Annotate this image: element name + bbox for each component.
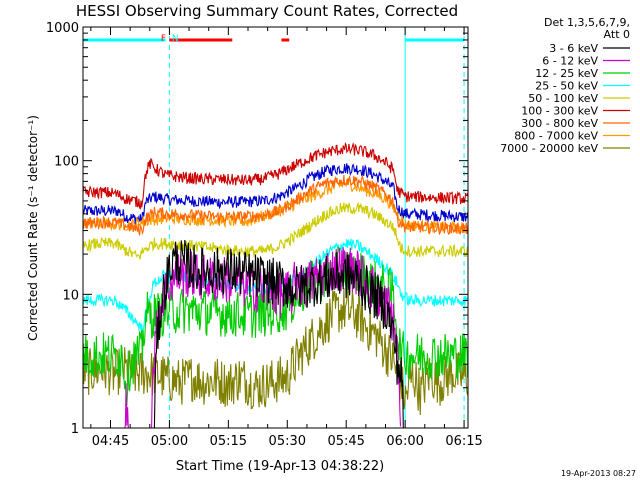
legend-25-50-kev-label: 25 - 50 keV — [535, 80, 598, 93]
x-axis-label: Start Time (19-Apr-13 04:38:22) — [176, 459, 384, 474]
legend-800-7000-kev-label: 800 - 7000 keV — [514, 130, 598, 143]
legend-7000-20000-kev-label: 7000 - 20000 keV — [500, 142, 598, 155]
plot-frame — [82, 26, 469, 429]
series-100-300-kev-line — [82, 141, 469, 210]
timestamp: 19-Apr-2013 08:27 — [561, 469, 636, 478]
y-tick-label-1000: 1000 — [46, 21, 79, 36]
legend-header-line-2: Att 0 — [604, 28, 630, 41]
x-tick-label-06:15: 06:15 — [445, 434, 482, 449]
y-axis-label: Corrected Count Rate (s⁻¹ detector⁻¹) — [26, 115, 40, 341]
series-300-800-kev-line — [82, 174, 469, 236]
y-tick-label-1: 1 — [71, 422, 79, 437]
series-50-100-kev-line — [82, 201, 469, 260]
legend-6-12-kev-label: 6 - 12 keV — [542, 55, 598, 68]
chart-title: HESSI Observing Summary Count Rates, Cor… — [76, 2, 458, 20]
legend-3-6-kev-label: 3 - 6 keV — [549, 42, 598, 55]
axes: 1 10 100 1000 04:45 05:00 05:15 05:30 05:45 06:00… — [46, 21, 483, 449]
legend-header-line-1: Det 1,3,5,6,7,9, — [544, 16, 630, 29]
data-series — [82, 141, 469, 429]
x-tick-label-05:45: 05:45 — [327, 434, 364, 449]
y-tick-label-10: 10 — [62, 288, 79, 303]
legend-50-100-kev-label: 50 - 100 keV — [528, 92, 598, 105]
x-tick-label-05:30: 05:30 — [269, 434, 306, 449]
legend-12-25-kev-label: 12 - 25 keV — [535, 67, 598, 80]
x-tick-label-06:00: 06:00 — [386, 434, 423, 449]
series-7000-20000-kev-line — [82, 288, 469, 416]
x-tick-label-05:00: 05:00 — [151, 434, 188, 449]
legend-300-800-kev-label: 300 - 800 keV — [521, 117, 598, 130]
y-tick-label-100: 100 — [54, 155, 79, 170]
legend-100-300-kev-label: 100 - 300 keV — [521, 105, 598, 118]
x-tick-label-05:15: 05:15 — [210, 434, 247, 449]
x-tick-label-04:45: 04:45 — [92, 434, 129, 449]
flag-marker-F: F — [161, 34, 166, 44]
series-blue-line — [82, 163, 469, 225]
series-3-6-kev-line — [153, 239, 405, 429]
flag-marker-N: N — [172, 34, 179, 44]
